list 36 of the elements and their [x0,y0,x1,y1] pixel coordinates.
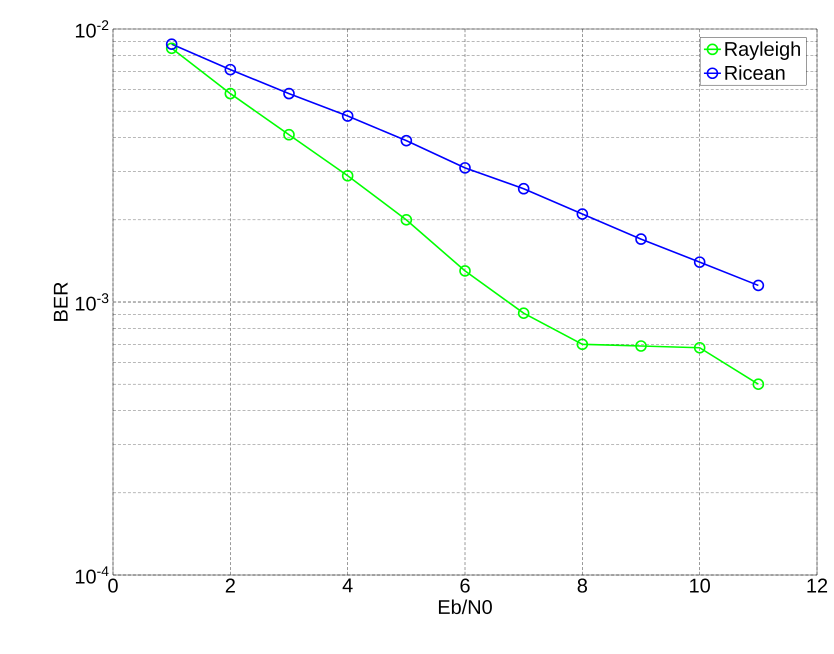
y-axis-title: BER [54,282,68,321]
x-tick-label: 6 [460,578,470,593]
point [459,162,471,174]
point [635,340,647,352]
y-tick-label: 10$^{-4}$ [76,566,109,584]
x-tick-label: 10 [690,578,710,593]
point [518,307,530,319]
point [400,134,412,146]
point [518,182,530,195]
y-tick-label: 10$^{-3}$ [76,293,108,311]
point [400,214,412,226]
x-axis-title: Eb/N0 [438,599,492,614]
point [224,88,236,100]
point [283,128,295,141]
point [635,233,647,245]
point [694,342,706,354]
point [224,64,236,76]
x-tick-label: 12 [807,578,828,592]
x-tick-label: 2 [226,578,235,592]
point [166,42,178,54]
x-tick-label: 4 [342,578,353,592]
point [694,256,706,268]
point [283,88,295,100]
point [576,208,588,220]
point [576,338,588,350]
point [342,170,354,182]
x-tick-label: 0 [108,578,118,593]
legend-label: Ricean [725,65,784,80]
point [459,265,471,277]
point [166,38,178,50]
x-tick-label: 8 [578,578,588,593]
y-tick-label: 10$^{-2}$ [76,20,108,38]
point [342,110,354,122]
point [752,378,764,390]
legend-label: Rayleigh [725,41,800,60]
point [752,280,764,292]
